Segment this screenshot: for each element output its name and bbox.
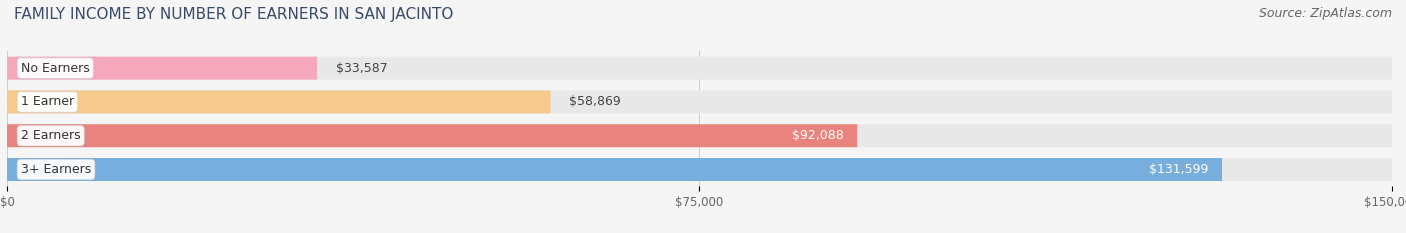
FancyBboxPatch shape (7, 90, 551, 113)
Text: 2 Earners: 2 Earners (21, 129, 80, 142)
Text: No Earners: No Earners (21, 62, 90, 75)
Text: $131,599: $131,599 (1149, 163, 1208, 176)
Text: $92,088: $92,088 (792, 129, 844, 142)
Text: Source: ZipAtlas.com: Source: ZipAtlas.com (1258, 7, 1392, 20)
Text: $33,587: $33,587 (336, 62, 387, 75)
FancyBboxPatch shape (7, 158, 1392, 181)
Text: 1 Earner: 1 Earner (21, 96, 75, 108)
FancyBboxPatch shape (7, 90, 1392, 113)
FancyBboxPatch shape (7, 57, 318, 80)
Text: 3+ Earners: 3+ Earners (21, 163, 91, 176)
Text: FAMILY INCOME BY NUMBER OF EARNERS IN SAN JACINTO: FAMILY INCOME BY NUMBER OF EARNERS IN SA… (14, 7, 453, 22)
Text: $58,869: $58,869 (569, 96, 621, 108)
FancyBboxPatch shape (7, 158, 1222, 181)
FancyBboxPatch shape (7, 57, 1392, 80)
FancyBboxPatch shape (7, 124, 858, 147)
FancyBboxPatch shape (7, 124, 1392, 147)
